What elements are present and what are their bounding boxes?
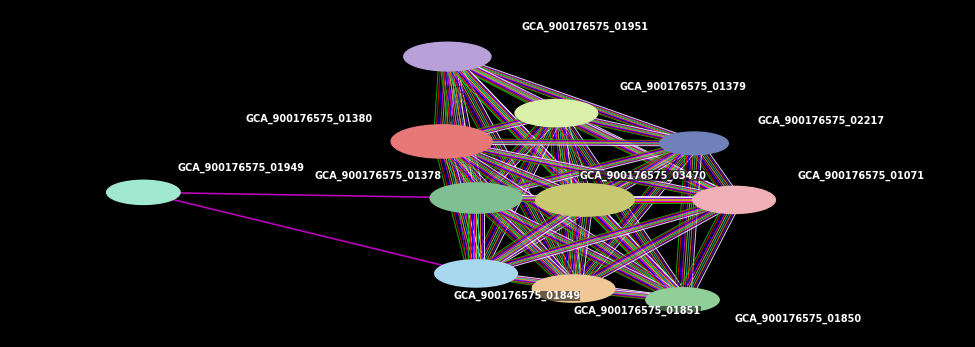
- Circle shape: [391, 125, 492, 158]
- Circle shape: [693, 186, 775, 213]
- Text: GCA_900176575_01378: GCA_900176575_01378: [315, 170, 442, 180]
- Text: GCA_900176575_02217: GCA_900176575_02217: [757, 116, 884, 126]
- Circle shape: [645, 288, 720, 312]
- Circle shape: [435, 260, 518, 287]
- Text: GCA_900176575_01951: GCA_900176575_01951: [522, 21, 649, 32]
- Circle shape: [515, 100, 598, 127]
- Text: GCA_900176575_01850: GCA_900176575_01850: [734, 314, 861, 324]
- Circle shape: [659, 132, 728, 155]
- Text: GCA_900176575_01071: GCA_900176575_01071: [798, 170, 924, 180]
- Circle shape: [532, 275, 615, 302]
- Circle shape: [106, 180, 180, 204]
- Circle shape: [535, 184, 635, 216]
- Circle shape: [404, 42, 491, 71]
- Text: GCA_900176575_01851: GCA_900176575_01851: [573, 306, 701, 316]
- Text: GCA_900176575_01949: GCA_900176575_01949: [177, 163, 305, 173]
- Circle shape: [430, 183, 522, 213]
- Text: GCA_900176575_01849: GCA_900176575_01849: [453, 291, 580, 301]
- Text: GCA_900176575_03470: GCA_900176575_03470: [579, 170, 706, 180]
- Text: GCA_900176575_01380: GCA_900176575_01380: [246, 114, 372, 124]
- Text: GCA_900176575_01379: GCA_900176575_01379: [619, 82, 747, 92]
